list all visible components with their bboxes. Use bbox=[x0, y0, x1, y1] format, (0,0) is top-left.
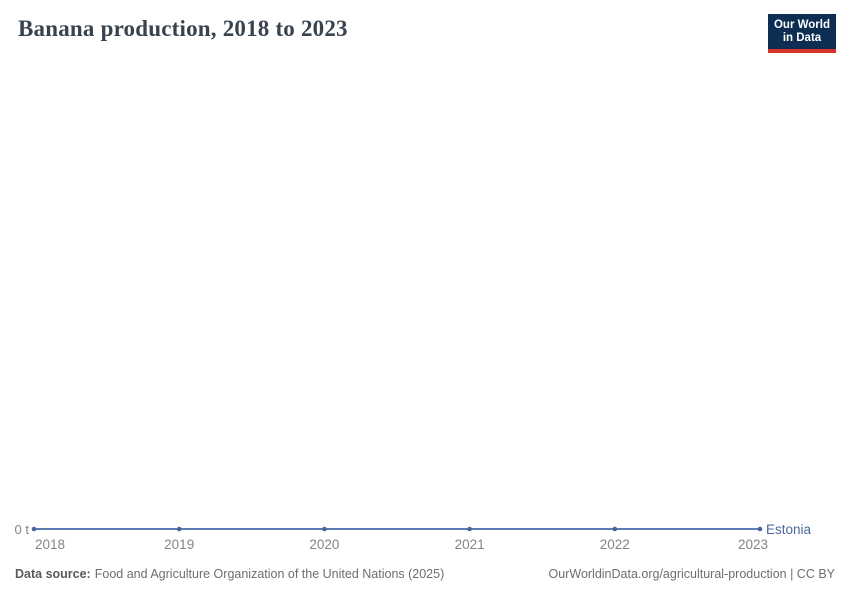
data-point-marker bbox=[322, 526, 327, 532]
owid-logo-line1: Our World bbox=[773, 18, 830, 31]
owid-logo[interactable]: Our World in Data bbox=[768, 14, 836, 53]
data-source-value: Food and Agriculture Organization of the… bbox=[94, 567, 445, 581]
chart-title: Banana production, 2018 to 2023 bbox=[18, 16, 348, 41]
data-point-marker bbox=[757, 526, 763, 532]
x-tick-label: 2023 bbox=[737, 537, 768, 552]
data-point-marker bbox=[612, 526, 618, 532]
x-tick-label: 2018 bbox=[35, 537, 66, 552]
x-tick-label: 2022 bbox=[599, 537, 630, 552]
data-point-marker bbox=[176, 526, 182, 532]
entity-label: Estonia bbox=[766, 522, 812, 537]
data-point-marker bbox=[467, 526, 472, 532]
data-source-label: Data source: bbox=[15, 567, 91, 581]
data-source-note: Data source: Food and Agriculture Organiz… bbox=[15, 567, 444, 581]
x-tick-label: 2021 bbox=[454, 537, 485, 552]
owid-logo-line2: in Data bbox=[782, 31, 822, 44]
chart-footer: Data source: Food and Agriculture Organiz… bbox=[0, 567, 850, 581]
x-axis: 2018 2019 2020 2021 2022 2023 bbox=[0, 537, 850, 555]
owid-link[interactable]: OurWorldinData.org/agricultural-producti… bbox=[548, 567, 835, 581]
y-axis-zero-label: 0 t bbox=[14, 522, 29, 537]
data-point-marker bbox=[31, 526, 37, 532]
x-tick-label: 2019 bbox=[164, 537, 195, 552]
x-tick-label: 2020 bbox=[309, 537, 340, 552]
